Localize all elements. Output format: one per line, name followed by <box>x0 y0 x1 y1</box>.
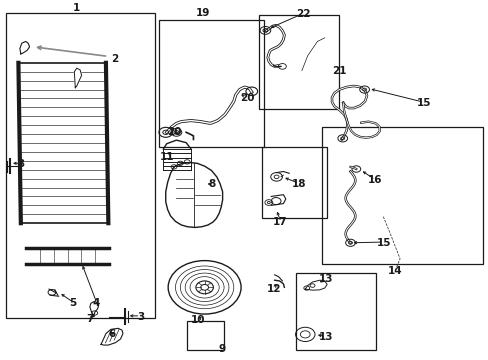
Bar <box>322 127 482 264</box>
Polygon shape <box>90 302 99 316</box>
Text: 11: 11 <box>159 152 174 162</box>
Text: 4: 4 <box>92 298 100 309</box>
Text: 10: 10 <box>191 315 205 325</box>
Text: 13: 13 <box>318 332 333 342</box>
Text: 13: 13 <box>318 274 333 284</box>
Text: 2: 2 <box>111 54 118 64</box>
Text: 19: 19 <box>196 8 210 18</box>
Text: 3: 3 <box>17 159 24 170</box>
Bar <box>6 13 154 318</box>
Text: 18: 18 <box>291 179 305 189</box>
Text: 21: 21 <box>331 66 346 76</box>
Text: 6: 6 <box>108 329 116 339</box>
Text: 12: 12 <box>266 284 280 294</box>
Text: 7: 7 <box>86 314 93 324</box>
Text: 1: 1 <box>73 3 80 13</box>
Text: 8: 8 <box>208 179 215 189</box>
Polygon shape <box>101 328 122 345</box>
Text: 15: 15 <box>376 238 390 248</box>
Text: 16: 16 <box>367 175 382 185</box>
Text: 17: 17 <box>273 217 287 228</box>
Bar <box>261 147 326 218</box>
Polygon shape <box>305 280 326 290</box>
Polygon shape <box>20 41 30 54</box>
Text: 9: 9 <box>218 344 225 354</box>
Text: 15: 15 <box>416 98 431 108</box>
Text: 20: 20 <box>239 94 254 103</box>
Text: 5: 5 <box>69 298 76 309</box>
Text: 22: 22 <box>296 9 310 19</box>
Bar <box>159 20 264 147</box>
Text: 14: 14 <box>387 266 402 276</box>
Bar <box>295 273 375 350</box>
Bar <box>259 15 339 109</box>
Text: 3: 3 <box>138 311 145 321</box>
Polygon shape <box>74 68 81 88</box>
Polygon shape <box>165 163 222 228</box>
Text: 20: 20 <box>166 127 181 137</box>
Bar <box>187 321 223 350</box>
